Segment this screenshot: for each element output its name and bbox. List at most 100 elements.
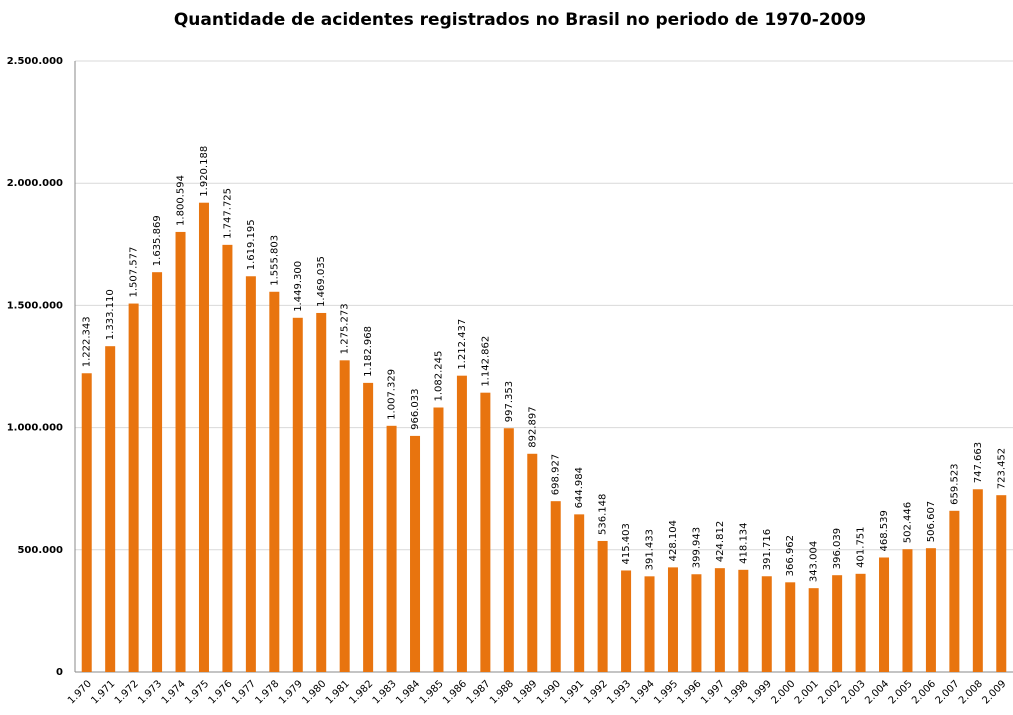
x-tick-label: 1.993 — [605, 678, 633, 706]
bar — [105, 346, 116, 672]
bar — [597, 540, 608, 672]
bar — [832, 575, 843, 672]
x-tick-label: 2.001 — [793, 678, 821, 706]
y-tick-label: 2.500.000 — [7, 56, 63, 67]
x-tick-label: 1.974 — [160, 678, 188, 706]
bar — [456, 375, 467, 672]
bar — [738, 569, 749, 672]
data-label: 536.148 — [598, 494, 609, 535]
bar — [81, 373, 92, 672]
bar — [949, 510, 960, 672]
data-label: 468.539 — [879, 510, 890, 551]
x-tick-label: 1.996 — [676, 678, 704, 706]
x-tick-label: 1.972 — [113, 678, 141, 706]
bar — [292, 317, 303, 672]
bar — [269, 291, 280, 672]
x-tick-label: 1.992 — [582, 678, 610, 706]
data-label: 644.984 — [574, 467, 585, 508]
x-tick-label: 1.994 — [629, 678, 657, 706]
x-tick-label: 1.989 — [511, 678, 539, 706]
bar — [972, 489, 983, 672]
x-tick-label: 1.975 — [183, 678, 211, 706]
data-label: 1.469.035 — [316, 256, 327, 307]
bar — [480, 392, 491, 672]
x-tick-label: 1.997 — [699, 678, 727, 706]
data-label: 1.507.577 — [129, 247, 140, 298]
data-label: 415.403 — [621, 523, 632, 564]
bar — [222, 244, 233, 672]
bar — [503, 428, 514, 672]
data-label: 1.449.300 — [293, 261, 304, 312]
bar — [152, 272, 163, 672]
data-label: 391.716 — [762, 529, 773, 570]
data-label: 1.222.343 — [82, 316, 93, 367]
bar — [667, 567, 678, 672]
x-tick-label: 1.980 — [300, 678, 328, 706]
data-label: 343.004 — [809, 541, 820, 582]
x-tick-label: 1.986 — [441, 678, 469, 706]
data-label: 698.927 — [551, 454, 562, 495]
y-tick-label: 1.500.000 — [7, 300, 63, 311]
bar — [527, 453, 538, 672]
x-tick-label: 1.973 — [136, 678, 164, 706]
data-label: 1.635.869 — [152, 215, 163, 266]
x-tick-label: 1.991 — [558, 678, 586, 706]
x-tick-label: 2.000 — [769, 678, 797, 706]
bar — [433, 407, 444, 672]
x-tick-label: 2.002 — [816, 678, 844, 706]
x-tick-label: 1.976 — [207, 678, 235, 706]
data-label: 399.943 — [691, 527, 702, 568]
x-tick-label: 1.990 — [535, 678, 563, 706]
x-tick-label: 1.998 — [723, 678, 751, 706]
bar — [714, 568, 725, 672]
bar — [761, 576, 772, 672]
bar — [879, 557, 890, 672]
x-tick-label: 2.003 — [840, 678, 868, 706]
data-label: 1.142.862 — [480, 336, 491, 387]
x-tick-label: 1.971 — [89, 678, 117, 706]
data-label: 1.619.195 — [246, 219, 257, 270]
bar — [902, 549, 913, 672]
data-label: 418.134 — [738, 522, 749, 563]
bar — [996, 495, 1007, 672]
data-label: 1.555.803 — [269, 235, 280, 286]
bar — [245, 276, 256, 672]
bar — [410, 435, 421, 672]
bar — [785, 582, 796, 672]
bar — [691, 574, 702, 672]
bar — [339, 360, 350, 672]
data-label: 424.812 — [715, 521, 726, 562]
data-label: 1.333.110 — [105, 289, 116, 340]
data-label: 892.897 — [527, 406, 538, 447]
bar — [550, 501, 561, 672]
data-label: 966.033 — [410, 389, 421, 430]
data-label: 366.962 — [785, 535, 796, 576]
x-tick-label: 1.999 — [746, 678, 774, 706]
x-tick-label: 1.984 — [394, 678, 422, 706]
x-tick-label: 1.995 — [652, 678, 680, 706]
x-tick-label: 1.978 — [254, 678, 282, 706]
x-tick-label: 1.987 — [465, 678, 493, 706]
data-label: 391.433 — [645, 529, 656, 570]
bar — [644, 576, 655, 672]
data-label: 747.663 — [973, 442, 984, 483]
x-tick-label: 1.982 — [347, 678, 375, 706]
x-tick-label: 2.007 — [934, 678, 962, 706]
chart-title: Quantidade de acidentes registrados no B… — [174, 10, 866, 30]
bar — [574, 514, 585, 672]
data-label: 1.920.188 — [199, 146, 210, 197]
data-label: 396.039 — [832, 528, 843, 569]
bar — [198, 202, 209, 672]
bar — [386, 425, 397, 672]
x-tick-label: 1.985 — [418, 678, 446, 706]
data-label: 1.747.725 — [222, 188, 233, 239]
x-tick-label: 2.004 — [863, 678, 891, 706]
y-tick-label: 1.000.000 — [7, 423, 63, 434]
data-label: 1.082.245 — [433, 351, 444, 402]
data-label: 1.275.273 — [340, 303, 351, 354]
bar — [316, 312, 327, 672]
data-label: 659.523 — [949, 463, 960, 504]
x-tick-label: 2.005 — [887, 678, 915, 706]
bar — [363, 382, 374, 672]
